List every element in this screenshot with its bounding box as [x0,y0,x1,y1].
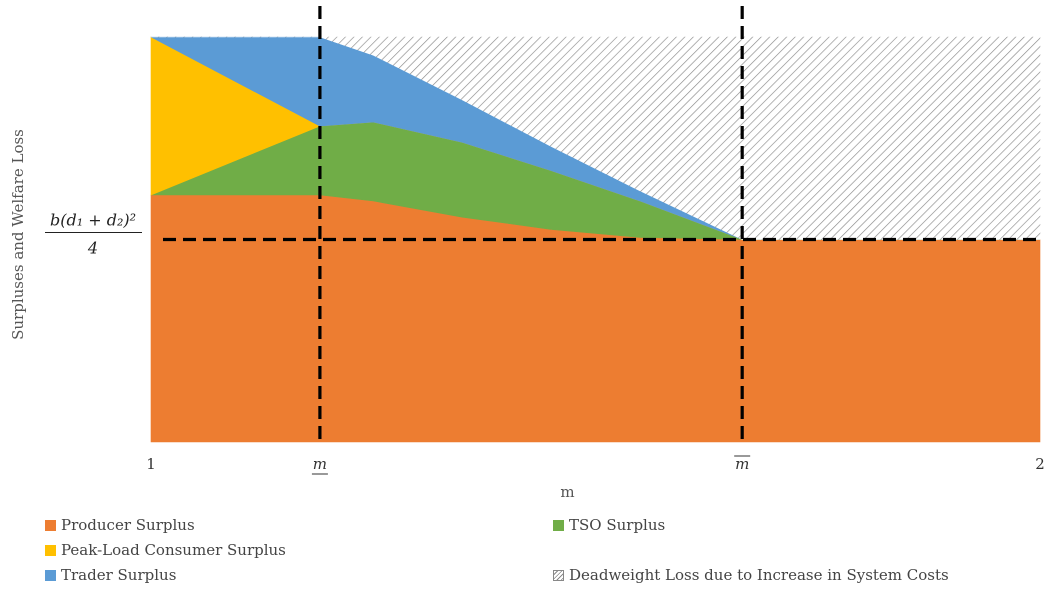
plot-area [150,36,1041,443]
legend-swatch-peak-load [45,544,56,556]
legend-item-deadweight-loss: Deadweight Loss due to Increase in Syste… [553,565,949,585]
legend-label-deadweight: Deadweight Loss due to Increase in Syste… [569,566,949,584]
area-deadweight-loss-due-to-increase-in-system-costs [151,36,1041,240]
y-marker-label: b(d₁ + d₂)² 4 [45,211,142,258]
legend-label-peak-load: Peak-Load Consumer Surplus [61,541,286,559]
legend-label-producer: Producer Surplus [61,516,195,534]
reference-lines [163,6,1040,444]
legend-swatch-tso [553,519,564,531]
legend-item-producer-surplus: Producer Surplus [45,515,195,535]
legend-label-trader: Trader Surplus [61,566,177,584]
x-tick-label-1: 1 [146,455,156,473]
legend-swatch-trader [45,569,56,581]
y-marker-denominator: 4 [87,239,98,258]
x-tick-labels: 1 m m 2 [146,455,1045,475]
legend-item-tso-surplus: TSO Surplus [553,515,665,535]
x-axis-title: m [560,483,574,501]
y-axis-title: Surpluses and Welfare Loss [9,129,27,340]
legend-item-trader-surplus: Trader Surplus [45,565,176,585]
legend-item-peak-load-consumer-surplus: Peak-Load Consumer Surplus [45,540,286,560]
legend-label-tso: TSO Surplus [569,516,666,534]
legend-swatch-producer [45,519,56,531]
legend-swatch-deadweight [553,569,564,581]
x-tick-label-2: m [313,455,327,473]
x-tick-label-3: m [735,455,749,473]
x-tick-label-4: 2 [1035,455,1045,473]
y-marker-numerator: b(d₁ + d₂)² [50,211,136,230]
